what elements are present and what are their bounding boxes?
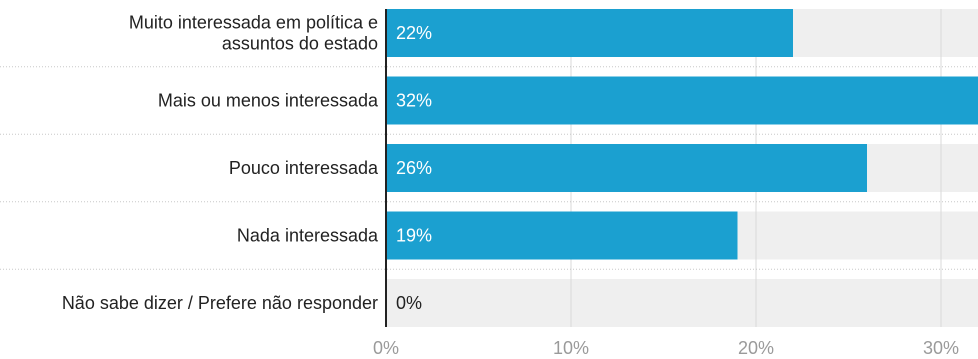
x-tick-label: 0% <box>373 338 399 358</box>
bar <box>386 144 867 192</box>
value-label: 0% <box>396 293 422 313</box>
row-separators <box>0 66 978 270</box>
value-label: 19% <box>396 226 432 246</box>
category-label: Não sabe dizer / Prefere não responder <box>62 293 378 313</box>
bar <box>386 76 978 125</box>
category-labels: Muito interessada em política eassuntos … <box>62 13 379 314</box>
category-label: Nada interessada <box>237 226 379 246</box>
x-tick-label: 20% <box>738 338 774 358</box>
bar <box>386 211 738 260</box>
category-label: assuntos do estado <box>222 34 378 54</box>
value-label: 22% <box>396 23 432 43</box>
bar-track <box>386 279 978 327</box>
x-tick-label: 10% <box>553 338 589 358</box>
x-tick-labels: 0% 10% 20% 30% <box>373 338 959 358</box>
bar <box>386 9 793 57</box>
value-label: 26% <box>396 158 432 178</box>
x-tick-label: 30% <box>923 338 959 358</box>
category-label: Mais ou menos interessada <box>158 91 379 111</box>
category-label: Pouco interessada <box>229 158 379 178</box>
category-label: Muito interessada em política e <box>129 13 378 33</box>
value-labels: 22% 32% 26% 19% 0% <box>396 23 432 313</box>
bars <box>386 9 978 260</box>
value-label: 32% <box>396 91 432 111</box>
